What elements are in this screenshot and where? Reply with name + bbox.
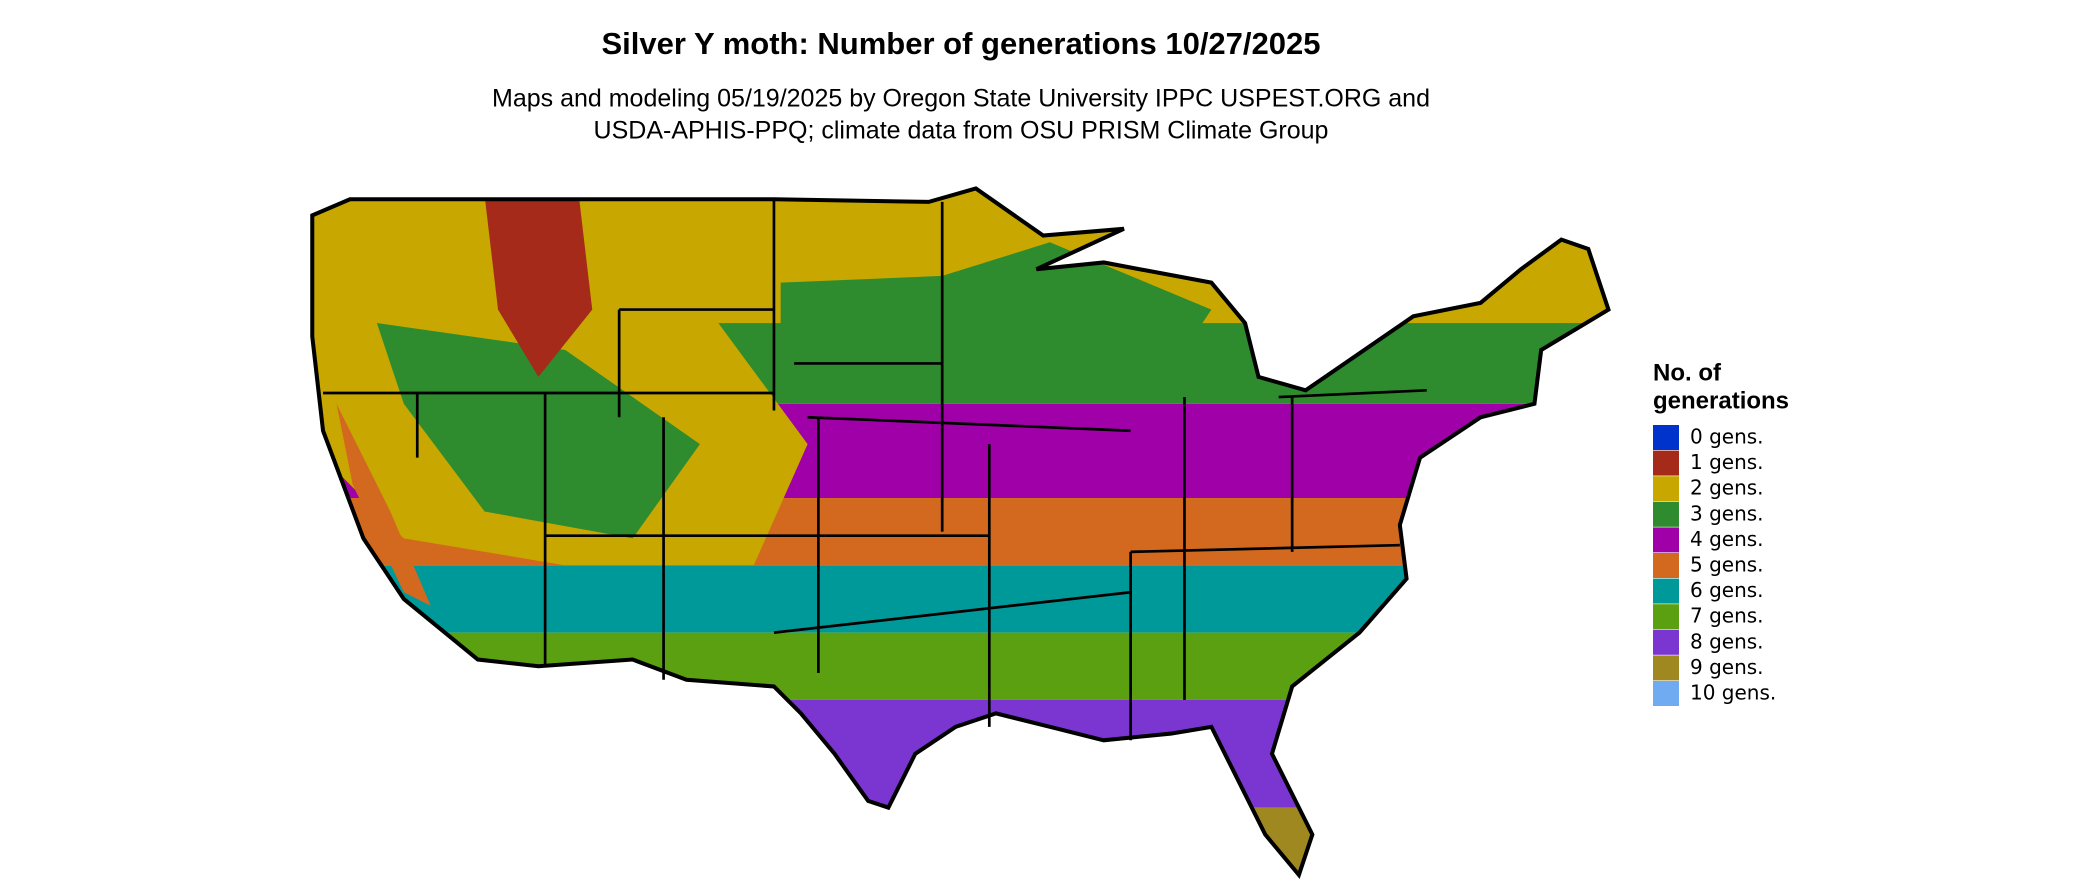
legend-label: 6 gens.: [1690, 578, 1764, 602]
legend-label: 3 gens.: [1690, 501, 1764, 525]
legend-label: 4 gens.: [1690, 527, 1764, 551]
us-map: [296, 175, 1642, 892]
legend-swatch: [1653, 553, 1679, 578]
map-subtitle: USDA-APHIS-PPQ; climate data from OSU PR…: [594, 117, 1329, 145]
legend: 0 gens.1 gens.2 gens.3 gens.4 gens.5 gen…: [1653, 425, 1776, 706]
legend-label: 5 gens.: [1690, 553, 1764, 577]
legend-swatch: [1653, 655, 1679, 681]
legend-label: 7 gens.: [1690, 604, 1764, 628]
legend-label: 8 gens.: [1690, 629, 1764, 653]
legend-label: 2 gens.: [1690, 476, 1764, 500]
legend-label: 9 gens.: [1690, 655, 1764, 679]
legend-label: 0 gens.: [1690, 425, 1764, 449]
map-title: Silver Y moth: Number of generations 10/…: [601, 26, 1320, 61]
legend-swatch: [1653, 501, 1679, 527]
legend-swatch: [1653, 527, 1679, 553]
legend-label: 1 gens.: [1690, 450, 1764, 474]
legend-swatch: [1653, 578, 1679, 604]
legend-title: generations: [1653, 387, 1789, 414]
map-subtitle: Maps and modeling 05/19/2025 by Oregon S…: [492, 85, 1430, 113]
legend-title: No. of: [1653, 359, 1722, 386]
legend-swatch: [1653, 450, 1679, 476]
legend-swatch: [1653, 629, 1679, 655]
legend-swatch: [1653, 425, 1679, 450]
legend-swatch: [1653, 604, 1679, 630]
legend-label: 10 gens.: [1690, 681, 1776, 705]
legend-swatch: [1653, 681, 1679, 706]
legend-swatch: [1653, 476, 1679, 502]
